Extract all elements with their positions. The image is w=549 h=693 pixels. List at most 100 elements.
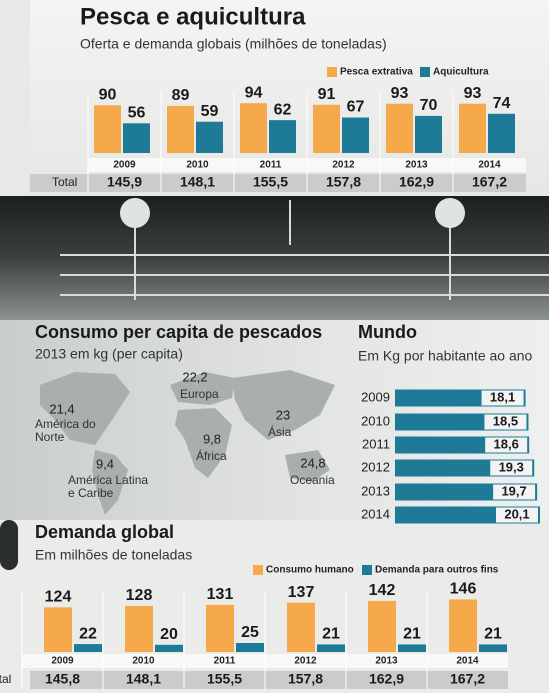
y-tick-label: 2011 [362,436,390,451]
total-label: 155,5 [207,671,242,687]
lamp [120,198,150,228]
total-row [30,174,526,192]
data-label: 19,7 [501,483,526,498]
data-label: 67 [347,99,365,116]
data-label: 90 [99,87,117,104]
y-tick-label: 2009 [361,389,390,404]
data-label: 20,1 [504,506,529,521]
region-value: 9,4 [96,456,114,471]
bar [167,105,194,153]
data-label: 25 [241,624,259,641]
data-label: 18,5 [493,413,518,428]
chart-subtitle: Em milhões de toneladas [35,547,192,563]
bar [240,103,267,153]
data-label: 21 [484,626,502,643]
chart-subtitle: Em Kg por habitante ao ano [358,348,533,364]
total-label: 157,8 [326,174,361,190]
bar [74,644,102,652]
x-tick-label: 2012 [294,656,317,667]
label-box [490,460,533,476]
bar [398,644,426,652]
region-value: 9,8 [203,431,221,446]
y-tick-label: 2010 [361,413,390,428]
label-box [481,390,524,406]
bar [196,121,223,153]
total-label: 148,1 [180,174,215,190]
data-label: 94 [245,84,263,101]
data-label: 137 [288,584,315,601]
region-value: 24,8 [300,455,325,470]
total-title: Total [52,175,77,189]
bar [206,604,234,652]
photo-band [0,196,549,320]
region-value: 21,4 [49,401,74,416]
region-name: América Latina e Caribe [68,473,149,500]
total-row [30,671,508,689]
region-name: Europa [180,387,219,401]
data-label: 21 [322,626,340,643]
legend-swatch [362,565,372,575]
bar [287,602,315,652]
x-tick-label: 2014 [456,656,479,667]
label-box [493,484,536,500]
total-label: 162,9 [369,671,404,687]
y-tick-label: 2012 [361,459,390,474]
region-name: Oceania [290,473,335,487]
data-label: 146 [450,581,477,598]
total-title: Total [0,672,11,686]
world-map [40,370,335,515]
data-label: 93 [391,85,409,102]
data-label: 89 [172,87,190,104]
bar [342,117,369,153]
legend-label: Consumo humano [266,565,354,576]
bar [313,104,340,153]
chart-title: Pesca e aquicultura [80,3,306,30]
data-label: 59 [201,103,219,120]
label-box [485,437,528,453]
total-label: 167,2 [472,174,507,190]
data-label: 18,6 [494,436,519,451]
bar [317,644,345,652]
x-tick-label: 2012 [332,160,355,171]
total-label: 155,5 [253,174,288,190]
legend-swatch [420,67,430,77]
data-label: 131 [207,586,234,603]
x-tick-label: 2013 [375,656,398,667]
chart-subtitle: 2013 em kg (per capita) [35,346,183,362]
label-box [484,414,527,430]
total-label: 145,9 [107,174,142,190]
legend-label: Aquicultura [433,67,489,78]
legend-label: Demanda para outros fins [375,565,499,576]
data-label: 22 [79,625,97,642]
data-label: 20 [160,626,178,643]
bar [44,607,72,652]
x-tick-label: 2011 [214,656,236,667]
bar [155,644,183,652]
bar [415,115,442,153]
data-label: 128 [126,587,153,604]
region-name: África [196,449,227,463]
region-value: 22,2 [182,369,207,384]
label-box [496,507,538,523]
x-tick-label: 2014 [478,160,501,171]
total-label: 145,8 [45,671,80,687]
data-label: 91 [318,86,336,103]
bar [94,105,121,153]
bar [479,644,507,652]
bar [123,123,150,153]
bar [368,600,396,652]
x-tick-label: 2009 [51,656,74,667]
x-tick-label: 2011 [260,160,282,171]
x-tick-label: 2009 [113,160,136,171]
y-tick-label: 2013 [361,483,390,498]
bar [459,103,486,153]
data-label: 56 [128,105,146,122]
lamp [435,198,465,228]
total-label: 148,1 [126,671,161,687]
data-label: 19,3 [499,459,524,474]
ship-rail [60,200,549,300]
legend-label: Pesca extrativa [340,67,413,78]
data-label: 62 [274,101,292,118]
